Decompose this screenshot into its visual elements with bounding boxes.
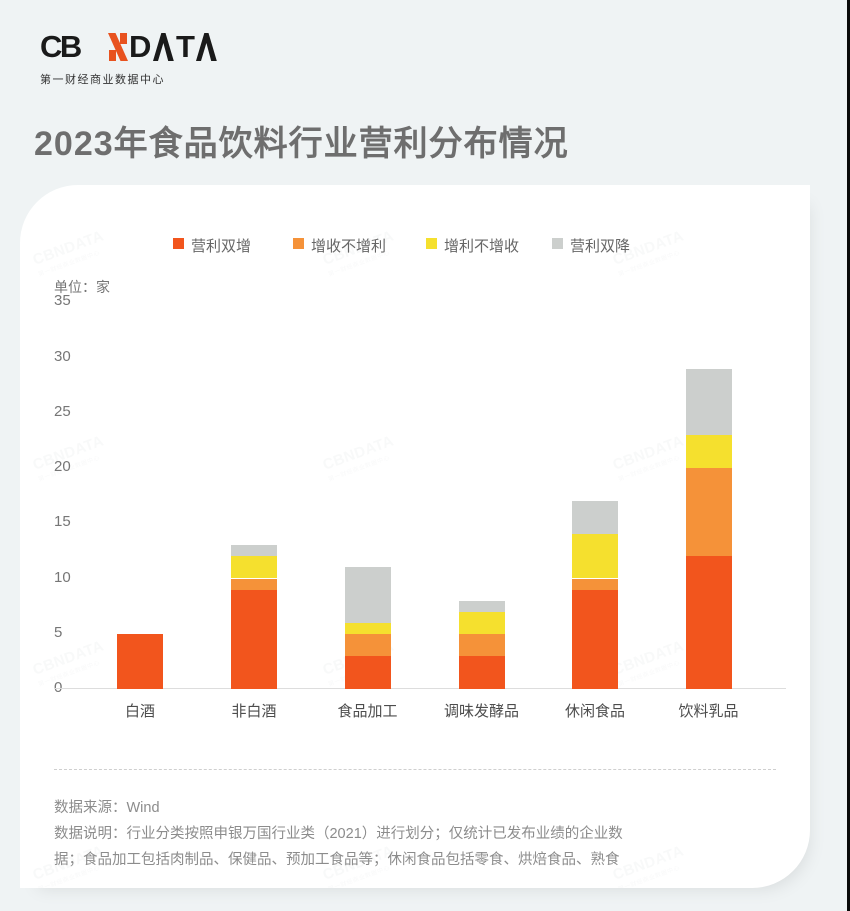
svg-text:T: T xyxy=(176,29,195,64)
svg-text:D: D xyxy=(129,29,151,64)
svg-text:CB: CB xyxy=(40,29,81,64)
